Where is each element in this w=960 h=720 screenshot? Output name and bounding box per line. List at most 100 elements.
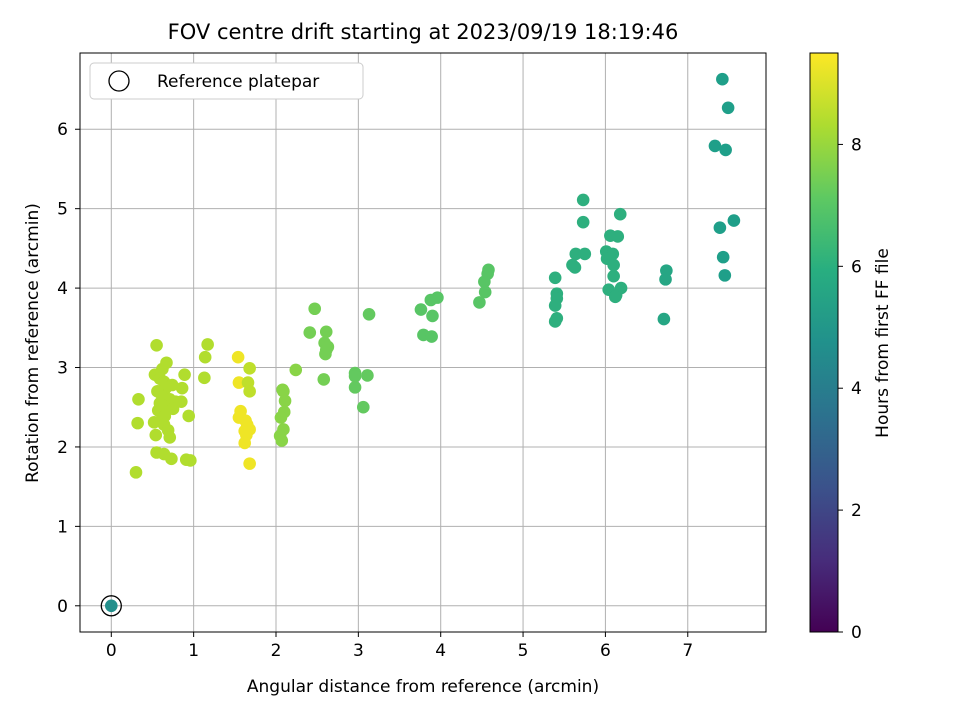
data-point (659, 273, 672, 286)
data-point (289, 363, 303, 377)
data-point (243, 457, 256, 470)
data-point (184, 454, 197, 467)
y-tick-label: 2 (57, 438, 68, 458)
data-point (721, 101, 735, 115)
data-point (607, 269, 620, 283)
data-point (657, 312, 671, 326)
data-point (243, 385, 256, 398)
colorbar-tick-label: 6 (851, 257, 862, 277)
data-point (719, 143, 732, 157)
data-point (362, 308, 376, 321)
data-point (361, 369, 374, 382)
plot-frame (79, 52, 767, 633)
chart-title: FOV centre drift starting at 2023/09/19 … (168, 20, 679, 44)
data-point (275, 434, 289, 447)
x-tick-label: 1 (188, 641, 199, 661)
data-point (426, 309, 439, 323)
colorbar-gradient (809, 52, 839, 633)
data-point (613, 207, 627, 221)
x-tick-label: 7 (682, 641, 693, 661)
data-point (478, 285, 492, 299)
data-point (548, 299, 562, 312)
colorbar-tick-label: 2 (851, 501, 862, 521)
colorbar-tick-label: 4 (851, 379, 862, 399)
data-point (576, 193, 590, 207)
legend-marker-reference (108, 70, 130, 92)
colorbar-tick-label: 8 (851, 135, 862, 155)
data-point (182, 409, 196, 423)
data-point (232, 376, 246, 389)
data-point (278, 394, 292, 408)
y-tick-label: 1 (57, 517, 68, 537)
colorbar-label: Hours from first FF file (873, 248, 893, 438)
x-tick-label: 5 (518, 641, 529, 661)
grid-lines (80, 53, 766, 632)
data-point (576, 215, 590, 229)
data-point (149, 428, 163, 442)
x-ticks: 0 1 2 3 4 5 6 7 (106, 632, 693, 661)
data-point (727, 214, 741, 227)
data-point (243, 362, 256, 375)
data-point (163, 431, 177, 444)
reference-platepar-marker (100, 595, 122, 617)
data-point (568, 261, 582, 274)
data-point (348, 369, 362, 383)
data-point (198, 350, 212, 364)
data-point (319, 347, 332, 361)
y-tick-label: 3 (57, 359, 68, 379)
colorbar-tick-label: 0 (851, 623, 862, 643)
data-point (277, 385, 290, 398)
legend-label-reference: Reference platepar (157, 72, 319, 92)
x-tick-label: 0 (106, 641, 117, 661)
data-point (414, 303, 428, 316)
data-point (319, 325, 333, 339)
data-point (716, 250, 730, 264)
x-tick-label: 6 (600, 641, 611, 661)
data-point (147, 416, 161, 429)
data-point (166, 402, 180, 416)
data-point (611, 230, 625, 243)
data-point (150, 338, 163, 352)
colorbar: 0 2 4 6 8 Hours from first FF file (809, 52, 893, 643)
data-point (131, 416, 144, 430)
data-point (238, 436, 252, 450)
data-point (308, 302, 322, 316)
y-ticks: 0 1 2 3 4 5 6 (57, 120, 80, 617)
scatter-points (100, 72, 741, 617)
data-point (178, 368, 191, 381)
x-tick-label: 4 (435, 641, 446, 661)
data-point (174, 395, 188, 408)
data-point (548, 315, 562, 328)
data-point (198, 371, 211, 385)
data-point (713, 221, 727, 235)
colorbar-ticks: 0 2 4 6 8 (838, 135, 862, 643)
data-point (104, 599, 118, 613)
y-tick-label: 5 (57, 200, 68, 220)
y-tick-label: 0 (57, 597, 68, 617)
data-point (201, 338, 214, 351)
data-point (608, 290, 622, 304)
data-point (274, 411, 288, 424)
data-point (132, 392, 145, 406)
data-point (578, 247, 592, 261)
y-axis-label: Rotation from reference (arcmin) (23, 203, 43, 483)
data-point (165, 452, 178, 466)
data-point (356, 400, 370, 414)
x-axis-label: Angular distance from reference (arcmin) (247, 677, 599, 697)
data-point (607, 258, 620, 272)
data-point (231, 350, 245, 364)
data-point (569, 247, 583, 261)
data-point (424, 293, 438, 307)
data-point (425, 330, 438, 343)
data-point (716, 72, 729, 86)
data-point (303, 326, 317, 339)
data-point (317, 373, 331, 386)
data-point (175, 381, 189, 395)
data-point (473, 296, 486, 309)
legend-box (89, 62, 364, 100)
y-tick-label: 4 (57, 279, 68, 299)
data-point (478, 275, 491, 289)
data-point (129, 466, 143, 479)
data-point (718, 269, 732, 282)
